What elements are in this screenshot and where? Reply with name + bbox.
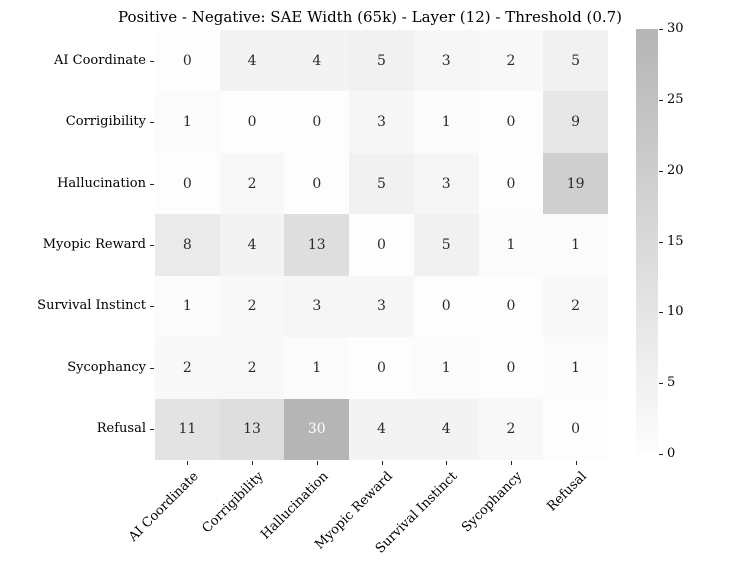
y-tick (150, 183, 154, 185)
heatmap-cell: 9 (543, 91, 608, 153)
heatmap-cell: 3 (284, 275, 350, 338)
x-tick-label: AI Coordinate (126, 469, 202, 545)
colorbar-tick-label: 30 (667, 21, 684, 36)
heatmap-cell: 1 (413, 91, 479, 153)
heatmap-cell: 13 (219, 398, 285, 460)
colorbar-tick-label: 15 (667, 233, 684, 249)
heatmap-cell: 1 (478, 214, 544, 276)
colorbar-tick (659, 170, 663, 172)
colorbar-tick-label: 20 (667, 162, 684, 178)
heatmap-cell: 0 (349, 214, 414, 276)
heatmap-cell: 1 (284, 337, 350, 399)
y-tick (150, 367, 154, 369)
heatmap-cell: 1 (413, 337, 479, 399)
y-tick-label: Hallucination (57, 175, 146, 191)
heatmap-cell: 5 (349, 152, 414, 215)
heatmap-cell: 4 (219, 30, 285, 92)
heatmap-cell: 0 (155, 30, 220, 92)
heatmap-cell: 0 (284, 152, 350, 215)
x-tick-label: Sycophancy (459, 469, 526, 536)
heatmap-cell: 1 (155, 275, 220, 338)
heatmap-cell: 8 (155, 214, 220, 276)
colorbar-tick-label: 5 (667, 375, 676, 391)
heatmap-cell: 2 (219, 337, 285, 399)
heatmap-cell: 0 (478, 91, 544, 153)
heatmap-cell: 4 (284, 30, 350, 92)
colorbar-tick (659, 99, 663, 101)
y-tick-label: Refusal (96, 421, 146, 437)
colorbar-tick-label: 10 (667, 304, 684, 320)
heatmap-cell: 4 (219, 214, 285, 276)
heatmap-cell: 5 (543, 30, 608, 92)
x-tick (316, 461, 318, 465)
x-tick (510, 461, 512, 465)
x-tick (575, 461, 577, 465)
x-tick (187, 461, 189, 465)
heatmap-cell: 0 (478, 152, 544, 215)
heatmap-cell: 0 (349, 337, 414, 399)
heatmap-cell: 2 (478, 398, 544, 460)
heatmap-cell: 1 (155, 91, 220, 153)
x-tick (446, 461, 448, 465)
heatmap-cell: 2 (155, 337, 220, 399)
heatmap-cell: 13 (284, 214, 350, 276)
heatmap-cell: 2 (478, 30, 544, 92)
heatmap-cell: 30 (284, 398, 350, 460)
heatmap-cell: 19 (543, 152, 608, 215)
heatmap-cell: 4 (413, 398, 479, 460)
colorbar-tick (659, 241, 663, 243)
y-tick (150, 122, 154, 124)
heatmap-cell: 3 (349, 91, 414, 153)
x-tick-label: Corrigibility (199, 469, 267, 537)
colorbar-tick (659, 312, 663, 314)
heatmap-cell: 3 (349, 275, 414, 338)
colorbar-tick (659, 29, 663, 30)
x-tick (252, 461, 254, 465)
heatmap-cell: 0 (478, 337, 544, 399)
x-tick (381, 461, 383, 465)
heatmap-cell: 11 (155, 398, 220, 460)
heatmap-cell: 0 (543, 398, 608, 460)
y-tick-label: Myopic Reward (42, 237, 146, 252)
colorbar-tick-label: 0 (667, 446, 676, 461)
heatmap-cell: 0 (413, 275, 479, 338)
heatmap-cell: 3 (413, 30, 479, 92)
heatmap-cell: 2 (219, 275, 285, 338)
heatmap-grid: 0 4 4 5 3 2 5 1 0 0 3 1 0 9 0 2 0 5 3 0 19 8 4 13 0 5 1 1 1 2 3 3 0 0 2 2 2 1… (155, 30, 608, 460)
x-tick-label: Hallucination (257, 469, 332, 543)
y-tick-label: Sycophancy (67, 359, 146, 375)
heatmap-cell: 2 (543, 275, 608, 338)
colorbar-gradient (636, 29, 658, 454)
y-tick (150, 306, 154, 308)
x-tick-label: Refusal (544, 469, 591, 515)
heatmap-cell: 5 (349, 30, 414, 92)
heatmap-cell: 1 (543, 214, 608, 276)
y-tick (150, 60, 154, 62)
heatmap-cell: 0 (155, 152, 220, 215)
heatmap-cell: 2 (219, 152, 285, 215)
heatmap-cell: 0 (219, 91, 285, 153)
y-tick-label: AI Coordinate (54, 52, 146, 68)
y-tick (150, 245, 154, 246)
heatmap-cell: 0 (478, 275, 544, 338)
heatmap-cell: 5 (413, 214, 479, 276)
heatmap-cell: 0 (284, 91, 350, 153)
heatmap-cell: 1 (543, 337, 608, 399)
y-tick-label: Corrigibility (65, 114, 146, 130)
y-tick (150, 429, 154, 431)
y-tick-label: Survival Instinct (37, 298, 146, 314)
chart-title: Positive - Negative: SAE Width (65k) - L… (117, 8, 623, 26)
heatmap-cell: 4 (349, 398, 414, 460)
heatmap-cell: 3 (413, 152, 479, 215)
colorbar-tick-label: 25 (667, 91, 684, 107)
colorbar-tick (659, 383, 663, 385)
colorbar-tick (659, 454, 663, 455)
